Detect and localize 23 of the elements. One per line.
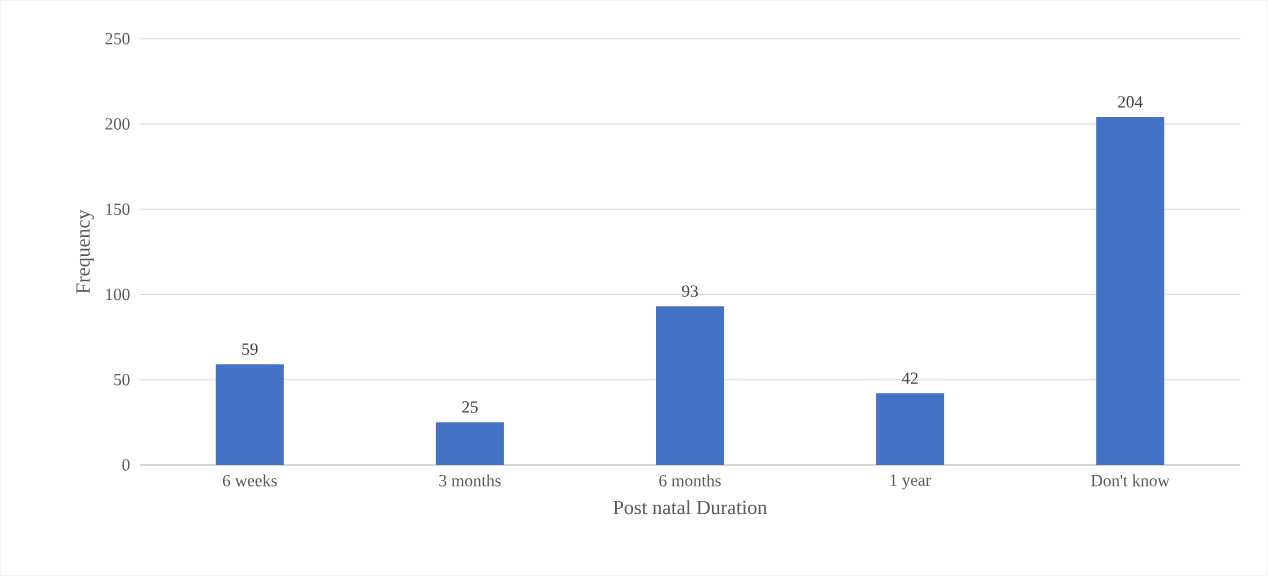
y-tick-label: 150 xyxy=(106,203,130,216)
data-label: 59 xyxy=(242,343,258,355)
y-tick-label: 0 xyxy=(122,459,130,471)
bar xyxy=(1096,117,1165,466)
y-tick-label: 200 xyxy=(105,118,130,130)
x-axis-title: Post natal Duration xyxy=(613,500,767,515)
data-label: 42 xyxy=(901,372,918,384)
bar xyxy=(215,364,284,466)
data-label: 25 xyxy=(462,401,478,413)
y-axis-title: Frequency xyxy=(76,209,94,294)
x-tick-label: 6 weeks xyxy=(222,474,277,487)
bar xyxy=(876,393,945,466)
data-label: 93 xyxy=(682,285,698,298)
x-tick-label: 6 months xyxy=(659,474,721,487)
bar xyxy=(435,422,504,466)
x-tick-label: 3 months xyxy=(439,474,501,487)
x-tick-label: Don't know xyxy=(1091,474,1170,487)
x-tick-label: 1 year xyxy=(890,474,931,490)
y-tick-label: 50 xyxy=(114,374,130,386)
bar xyxy=(655,306,725,466)
data-label: 204 xyxy=(1118,96,1143,108)
y-tick-label: 100 xyxy=(106,288,130,301)
y-tick-label: 250 xyxy=(105,33,130,45)
